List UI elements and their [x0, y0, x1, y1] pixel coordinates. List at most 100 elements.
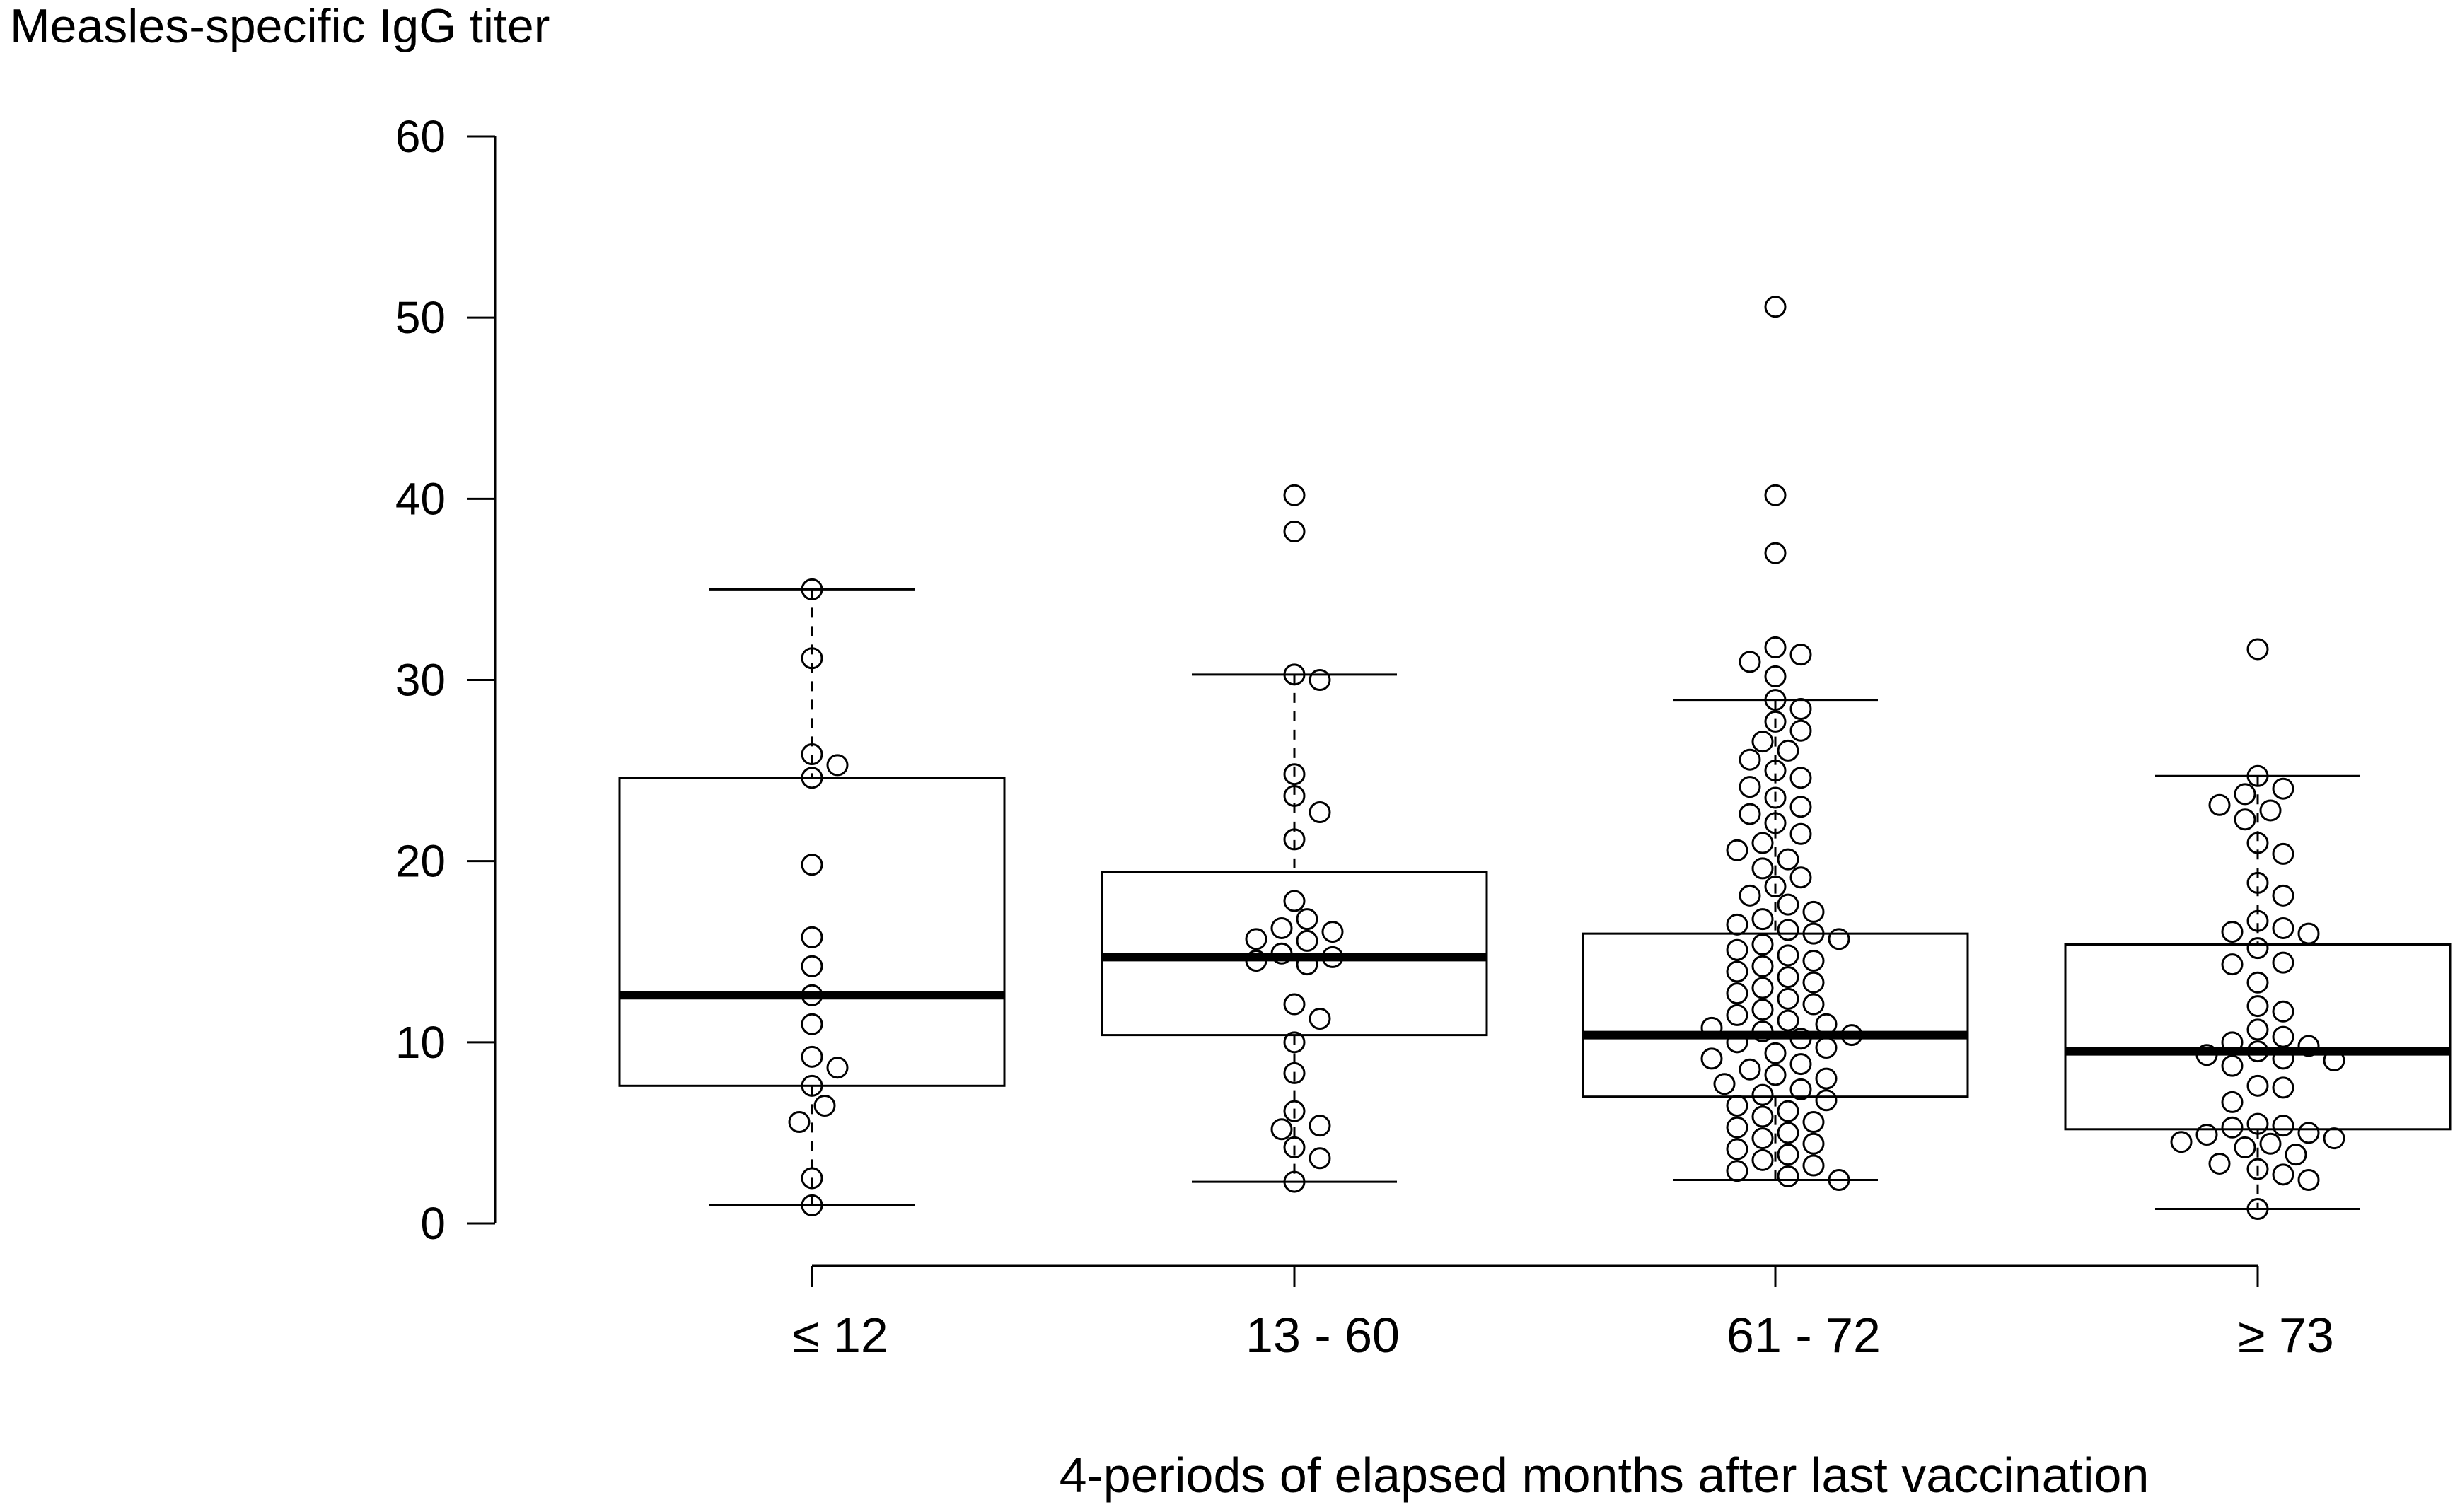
data-point	[1726, 839, 1748, 861]
data-point	[1777, 848, 1799, 871]
plot-area: 0 10 20 30 40 50 60 ≤ 12 13 - 60 61 - 72 ≥ 73	[395, 111, 2452, 1363]
data-point	[1789, 822, 1812, 845]
data-point	[801, 1194, 823, 1216]
data-point	[1777, 987, 1799, 1010]
data-point	[2246, 764, 2269, 787]
data-point	[801, 1045, 823, 1068]
data-point	[1751, 999, 1774, 1021]
x-tick-label: ≥ 73	[2238, 1308, 2334, 1363]
y-tick-label: 40	[395, 473, 446, 524]
data-point	[1764, 760, 1787, 782]
data-point	[1789, 697, 1812, 720]
x-axis-label: 4-periods of elapsed months after last v…	[1060, 1448, 2149, 1503]
data-point	[1751, 857, 1774, 880]
data-point	[1764, 710, 1787, 733]
data-point	[1802, 922, 1825, 945]
data-point	[2272, 1163, 2294, 1186]
x-tick-label: ≤ 12	[792, 1308, 888, 1363]
data-point	[1283, 993, 1306, 1016]
data-point	[1764, 665, 1787, 687]
data-point	[2272, 1076, 2294, 1099]
data-point	[801, 578, 823, 600]
data-point	[2272, 1000, 2294, 1023]
data-point	[1777, 944, 1799, 967]
data-point	[1739, 884, 1761, 907]
data-point	[1245, 928, 1267, 950]
data-point	[2272, 1025, 2294, 1048]
data-point	[1789, 644, 1812, 666]
data-point	[1283, 1062, 1306, 1084]
data-point	[2246, 832, 2269, 854]
data-point	[2272, 884, 2294, 907]
data-point	[1764, 876, 1787, 898]
data-point	[1764, 542, 1787, 564]
y-tick-label: 30	[395, 655, 446, 706]
data-point	[801, 1167, 823, 1190]
data-point	[2221, 1116, 2244, 1139]
data-point	[2246, 937, 2269, 960]
data-point	[801, 1074, 823, 1097]
data-point	[1764, 636, 1787, 658]
data-point	[2246, 1074, 2269, 1097]
data-point	[2246, 1018, 2269, 1041]
data-point	[2221, 953, 2244, 976]
data-point	[1726, 1138, 1748, 1161]
data-point	[1726, 960, 1748, 983]
data-point	[2259, 1132, 2282, 1155]
data-point	[2246, 1158, 2269, 1180]
data-point	[2272, 917, 2294, 939]
data-point	[1828, 1169, 1850, 1192]
data-point	[1777, 893, 1799, 916]
data-point	[2246, 871, 2269, 894]
data-point	[1726, 913, 1748, 936]
y-tick-label: 10	[395, 1017, 446, 1068]
data-point	[1283, 784, 1306, 807]
data-point	[1802, 900, 1825, 923]
data-point	[2246, 909, 2269, 932]
data-point	[801, 647, 823, 670]
data-point	[1789, 1053, 1812, 1076]
data-point	[2234, 808, 2256, 831]
data-point	[1739, 651, 1761, 673]
data-point	[1777, 1122, 1799, 1144]
data-point	[1802, 971, 1825, 994]
data-point	[1764, 1064, 1787, 1086]
data-point	[1739, 748, 1761, 771]
data-point	[788, 1111, 811, 1134]
data-point	[1751, 934, 1774, 956]
data-point	[1270, 1118, 1293, 1141]
data-point	[1751, 1105, 1774, 1128]
data-point	[1815, 1089, 1838, 1112]
data-point	[2221, 921, 2244, 943]
data-point	[1764, 812, 1787, 834]
data-point	[1764, 296, 1787, 318]
data-point	[1739, 803, 1761, 825]
data-point	[2323, 1127, 2345, 1150]
data-point	[1270, 917, 1293, 939]
data-point	[2195, 1123, 2218, 1146]
data-point	[2272, 1115, 2294, 1137]
data-point	[1764, 484, 1787, 506]
data-point	[1751, 731, 1774, 753]
data-point	[2285, 1144, 2307, 1166]
data-point	[1777, 1144, 1799, 1166]
data-point	[2234, 1136, 2256, 1158]
data-point	[826, 754, 849, 777]
data-point	[1739, 776, 1761, 798]
iqr-box	[2064, 943, 2452, 1131]
data-point	[1777, 1165, 1799, 1187]
data-point	[826, 1057, 849, 1079]
data-point	[813, 1094, 836, 1117]
data-point	[1764, 689, 1787, 711]
data-point	[2208, 793, 2231, 816]
x-tick-label: 13 - 60	[1246, 1308, 1400, 1363]
data-point	[801, 926, 823, 948]
data-point	[1726, 1160, 1748, 1182]
data-point	[1713, 1073, 1736, 1095]
data-point	[1726, 1116, 1748, 1139]
data-point	[1283, 1031, 1306, 1054]
data-point	[1777, 919, 1799, 941]
data-point	[2234, 783, 2256, 806]
data-point	[2221, 1054, 2244, 1077]
